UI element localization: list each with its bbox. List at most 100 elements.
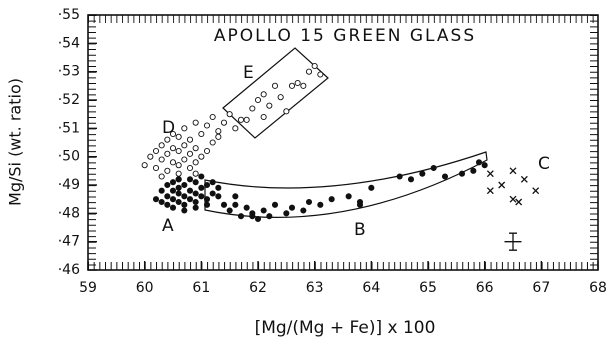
x-tick-label: 67 bbox=[532, 280, 550, 296]
data-point bbox=[509, 167, 517, 175]
data-point bbox=[226, 111, 233, 118]
y-tick-label: ·49 bbox=[58, 177, 80, 193]
data-point bbox=[486, 170, 494, 178]
data-point bbox=[186, 150, 194, 157]
data-point bbox=[192, 190, 199, 197]
data-point bbox=[192, 179, 199, 186]
data-point bbox=[181, 181, 188, 189]
data-point bbox=[164, 181, 171, 189]
y-tick-label: ·55 bbox=[58, 7, 80, 23]
x-tick-label: 62 bbox=[249, 280, 267, 296]
data-point bbox=[152, 164, 160, 172]
y-tick-label: ·47 bbox=[58, 234, 80, 250]
y-tick-label: ·51 bbox=[58, 120, 80, 136]
y-tick-label: ·50 bbox=[58, 149, 80, 165]
data-point bbox=[441, 173, 449, 180]
data-point bbox=[192, 159, 199, 166]
data-point bbox=[215, 193, 222, 200]
x-tick-label: 63 bbox=[306, 280, 324, 296]
data-point bbox=[169, 187, 177, 194]
data-point bbox=[209, 190, 216, 197]
data-point bbox=[317, 71, 324, 78]
data-point bbox=[198, 193, 205, 200]
data-point bbox=[260, 113, 267, 121]
data-point bbox=[209, 139, 216, 146]
data-point bbox=[515, 198, 523, 206]
data-point bbox=[192, 119, 199, 126]
data-point bbox=[209, 179, 216, 186]
data-point bbox=[175, 133, 182, 140]
data-point bbox=[175, 176, 182, 183]
series-label: E bbox=[243, 63, 254, 83]
data-point bbox=[271, 82, 279, 89]
x-tick-label: 68 bbox=[589, 280, 607, 296]
y-tick-label: ·53 bbox=[58, 64, 80, 80]
data-point bbox=[288, 204, 296, 211]
data-point bbox=[181, 193, 188, 200]
data-point bbox=[209, 113, 216, 121]
data-point bbox=[232, 125, 239, 132]
data-point bbox=[175, 184, 182, 191]
series-label: C bbox=[538, 154, 550, 174]
data-point bbox=[158, 198, 165, 206]
data-point bbox=[141, 162, 148, 169]
data-point bbox=[175, 198, 182, 206]
data-point bbox=[532, 187, 540, 195]
data-point bbox=[300, 82, 307, 89]
data-point bbox=[175, 162, 182, 169]
data-point bbox=[254, 215, 262, 223]
y-tick-label: ·48 bbox=[58, 205, 80, 221]
data-point bbox=[203, 122, 211, 129]
data-point bbox=[169, 130, 177, 138]
data-point bbox=[147, 153, 154, 160]
x-tick-label: 60 bbox=[136, 280, 154, 296]
data-point bbox=[430, 164, 437, 172]
data-point bbox=[311, 62, 318, 70]
data-point bbox=[271, 201, 279, 208]
data-point bbox=[192, 170, 199, 177]
data-point bbox=[186, 196, 194, 203]
data-point bbox=[249, 213, 256, 220]
data-point bbox=[192, 198, 199, 206]
x-tick-label: 59 bbox=[79, 280, 97, 296]
data-point bbox=[254, 96, 262, 104]
data-point bbox=[283, 108, 290, 115]
data-point bbox=[288, 82, 296, 89]
data-point bbox=[328, 196, 335, 203]
data-point bbox=[158, 173, 165, 180]
data-point bbox=[481, 162, 488, 169]
x-tick-label: 66 bbox=[476, 280, 494, 296]
data-point bbox=[305, 68, 313, 75]
data-point bbox=[169, 204, 177, 211]
x-axis-label: [Mg/(Mg + Fe)] x 100 bbox=[255, 318, 436, 338]
data-point bbox=[203, 201, 211, 208]
data-point bbox=[232, 193, 239, 200]
data-point bbox=[192, 145, 199, 152]
y-tick-label: ·54 bbox=[58, 35, 80, 51]
data-point bbox=[181, 142, 188, 149]
data-point bbox=[215, 128, 222, 135]
data-point bbox=[192, 204, 199, 211]
data-point bbox=[237, 213, 245, 220]
data-point bbox=[164, 201, 171, 208]
data-point bbox=[203, 181, 211, 189]
data-point bbox=[158, 187, 165, 194]
data-point bbox=[198, 130, 205, 138]
x-tick-label: 61 bbox=[192, 280, 210, 296]
data-point bbox=[396, 173, 403, 180]
data-point bbox=[164, 167, 171, 174]
data-point bbox=[164, 136, 171, 143]
data-point bbox=[237, 116, 245, 123]
data-point bbox=[368, 184, 375, 191]
series-label: A bbox=[162, 216, 174, 236]
data-point bbox=[266, 213, 273, 220]
data-point bbox=[169, 196, 177, 203]
data-point bbox=[232, 201, 239, 208]
data-point bbox=[266, 102, 273, 109]
data-point bbox=[215, 133, 222, 140]
x-tick-label: 64 bbox=[362, 280, 380, 296]
data-point bbox=[181, 201, 188, 208]
data-point bbox=[283, 210, 290, 217]
data-point bbox=[158, 142, 165, 149]
